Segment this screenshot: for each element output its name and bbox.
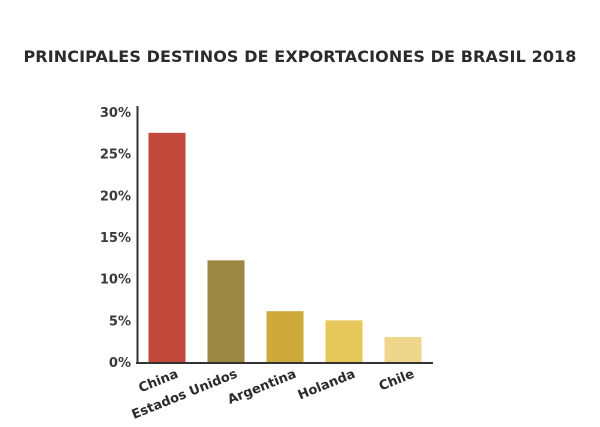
bar-china	[148, 132, 186, 362]
y-tick-label: 20%	[100, 189, 131, 204]
y-tick-label: 10%	[100, 273, 131, 288]
x-category-label: Chile	[377, 367, 417, 395]
x-category-label: Estados Unidos	[130, 367, 240, 423]
y-tick-label: 5%	[109, 314, 131, 329]
bar-estados-unidos	[207, 260, 245, 362]
bar-chile	[384, 337, 422, 362]
y-tick-label: 0%	[109, 356, 131, 371]
x-category-label: Holanda	[296, 367, 358, 404]
y-tick-label: 30%	[100, 106, 131, 121]
bar-argentina	[266, 311, 304, 362]
y-tick-label: 25%	[100, 148, 131, 163]
y-tick-label: 15%	[100, 231, 131, 246]
chart-title: PRINCIPALES DESTINOS DE EXPORTACIONES DE…	[23, 47, 577, 66]
bar-holanda	[325, 320, 363, 362]
x-category-label: Argentina	[226, 367, 299, 408]
